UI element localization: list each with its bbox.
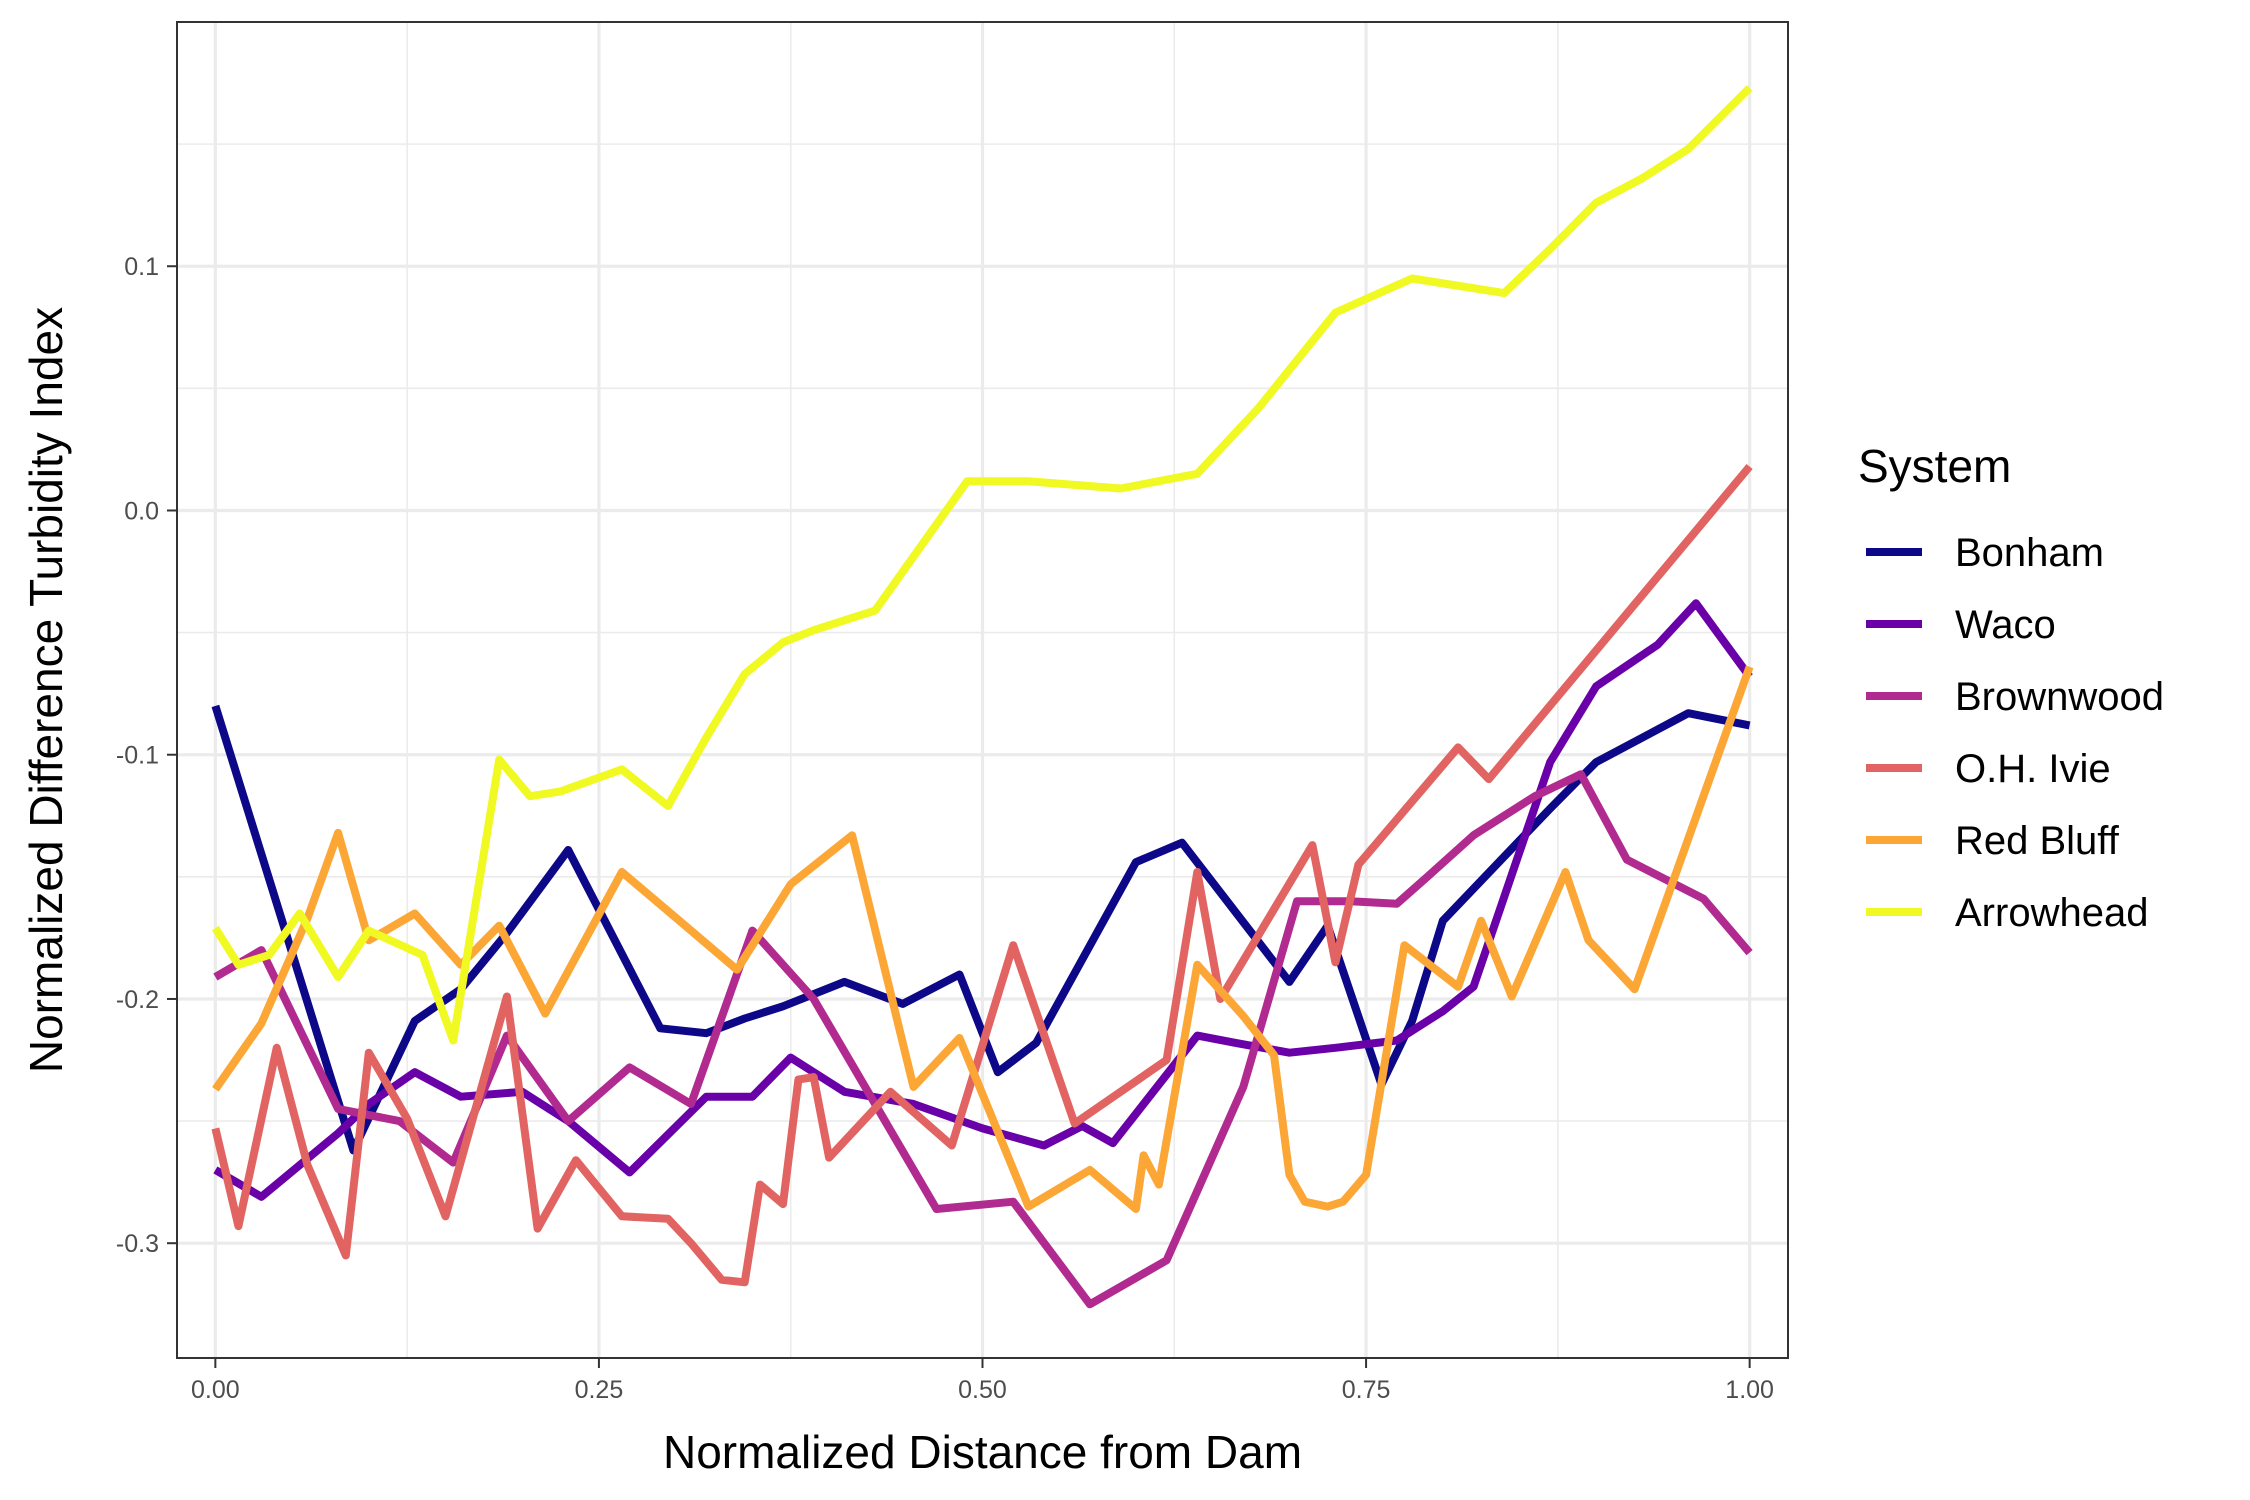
- y-tick-label: -0.2: [116, 986, 159, 1014]
- x-tick-label: 0.00: [191, 1376, 240, 1404]
- series-line-5: [212, 85, 1753, 1045]
- series-layer: [211, 85, 1754, 1309]
- series-line-3: [211, 463, 1753, 1287]
- series-line-2: [213, 770, 1753, 1309]
- legend-label-1: Waco: [1955, 603, 2056, 647]
- legend: System Bonham Waco Brownwood O.H. Ivie Red B…: [1858, 440, 2164, 935]
- y-tick-label: -0.3: [116, 1230, 159, 1258]
- y-axis-title: Normalized Difference Turbidity Index: [20, 307, 72, 1073]
- x-axis-title: Normalized Distance from Dam: [663, 1426, 1302, 1478]
- legend-label-2: Brownwood: [1955, 675, 2164, 719]
- legend-label-5: Arrowhead: [1955, 891, 2148, 935]
- y-tick-label: 0.1: [124, 253, 159, 281]
- legend-title: System: [1858, 440, 2011, 492]
- series-line-4: [212, 665, 1754, 1213]
- x-axis-ticks: 0.00 0.25 0.50 0.75 1.00: [191, 1358, 1774, 1404]
- x-tick-label: 0.25: [575, 1376, 624, 1404]
- y-tick-label: 0.0: [124, 497, 159, 525]
- series-line-1: [213, 599, 1753, 1201]
- x-tick-label: 0.75: [1342, 1376, 1391, 1404]
- x-tick-label: 1.00: [1725, 1376, 1774, 1404]
- legend-label-3: O.H. Ivie: [1955, 747, 2111, 791]
- x-tick-label: 0.50: [958, 1376, 1007, 1404]
- y-tick-label: -0.1: [116, 742, 159, 770]
- major-grid: [177, 22, 1788, 1358]
- legend-label-0: Bonham: [1955, 531, 2104, 575]
- series-line-0: [211, 704, 1751, 1155]
- y-axis-ticks: -0.3 -0.2 -0.1 0.0 0.1: [116, 253, 177, 1258]
- legend-label-4: Red Bluff: [1955, 819, 2120, 863]
